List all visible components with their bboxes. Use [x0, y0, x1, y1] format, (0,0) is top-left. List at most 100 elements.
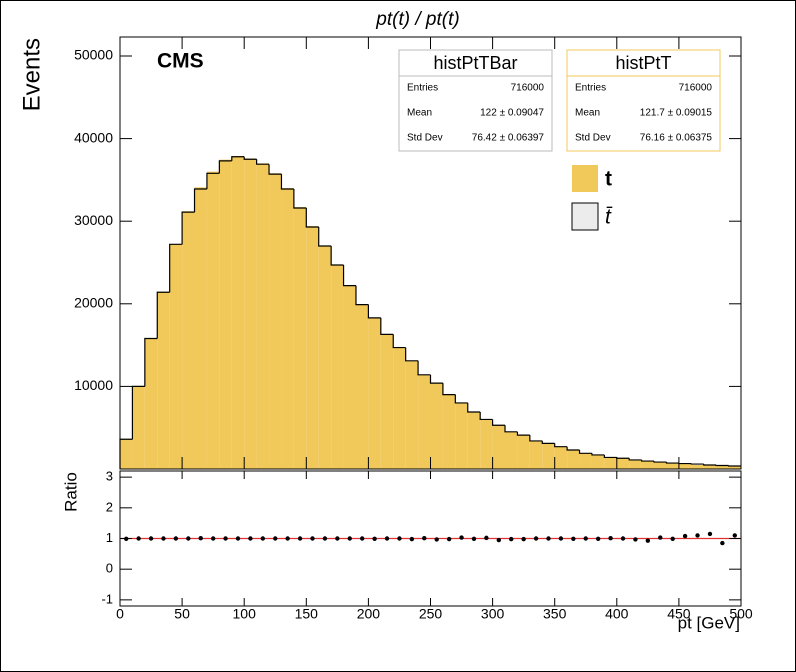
bar [144, 338, 158, 469]
bar [616, 458, 630, 469]
ratio-point [459, 535, 464, 540]
step [280, 174, 294, 190]
ratio-point [372, 536, 377, 542]
chart-title: pt(t) / pt(t) [375, 9, 459, 30]
stats-value: 716000 [679, 83, 713, 94]
bar [442, 394, 456, 469]
bar [418, 374, 431, 469]
step [405, 347, 419, 362]
bar [206, 171, 220, 470]
ratio-point [347, 536, 352, 541]
step [131, 385, 145, 440]
stats-title: histPtTBar [433, 53, 517, 73]
ratio-point [322, 536, 328, 541]
step [641, 459, 655, 462]
bar [604, 457, 617, 469]
step [181, 211, 195, 245]
step [355, 285, 369, 306]
ratio-point [645, 538, 651, 543]
bar [355, 304, 369, 469]
step [566, 446, 580, 451]
bar [293, 207, 307, 469]
step [243, 156, 257, 160]
stats-label: Std Dev [407, 133, 443, 144]
stats-label: Entries [575, 83, 606, 94]
ratio-point [446, 536, 452, 542]
step [268, 164, 282, 175]
stats-label: Entries [407, 83, 438, 94]
bar [567, 450, 580, 469]
bar [641, 461, 655, 469]
bar [269, 173, 282, 469]
ratio-point [695, 533, 700, 538]
bar [182, 211, 195, 469]
ratio-point [471, 536, 477, 542]
step [318, 226, 332, 247]
bar [654, 461, 667, 469]
y-tick-label: 2 [106, 499, 113, 514]
ratio-point [409, 536, 415, 542]
step [492, 419, 506, 426]
step [541, 440, 555, 444]
bar [306, 226, 319, 469]
x-tick-label: 500 [729, 606, 753, 622]
step [305, 207, 319, 228]
ratio-point [198, 535, 203, 541]
step [330, 245, 344, 266]
stats-box [398, 49, 553, 152]
step [231, 156, 245, 161]
ratio-point [210, 536, 216, 541]
step [591, 453, 605, 456]
bar [281, 188, 294, 470]
ratio-point [186, 536, 191, 541]
x-tick-label: 0 [116, 606, 124, 622]
ratio-point [148, 536, 154, 541]
x-tick-label: 50 [174, 606, 190, 622]
bar [169, 243, 183, 469]
x-tick-label: 350 [543, 606, 567, 622]
x-axis-label: pt [GeV] [678, 613, 740, 632]
bar [393, 347, 406, 469]
ratio-point [273, 536, 278, 541]
step [554, 443, 568, 448]
step [293, 188, 307, 209]
stats-value: 76.42 ± 0.06397 [472, 133, 545, 144]
step [367, 304, 381, 319]
x-tick-label: 400 [605, 606, 629, 622]
stats-value: 121.7 ± 0.09015 [640, 108, 713, 119]
bar [219, 159, 232, 470]
step [218, 160, 232, 174]
x-tick-label: 250 [419, 606, 443, 622]
step [628, 458, 642, 461]
step [479, 412, 493, 421]
ratio-point [509, 536, 514, 542]
bar [368, 317, 381, 469]
stats-value: 76.16 ± 0.06375 [640, 133, 713, 144]
stats-label: Mean [407, 108, 432, 119]
bar [591, 454, 605, 469]
ratio-point [558, 536, 564, 541]
legend-swatch [571, 202, 599, 231]
ratio-point [484, 535, 489, 541]
bar [691, 465, 704, 469]
step [529, 435, 543, 442]
y-tick-label: -1 [101, 591, 113, 606]
step [703, 464, 717, 466]
bar [703, 465, 717, 469]
y-tick-label: 1 [106, 530, 113, 545]
ratio-point [235, 536, 241, 541]
bar [120, 439, 133, 469]
ratio-axis-label: Ratio [61, 472, 80, 512]
step [193, 188, 207, 213]
ratio-point [496, 537, 502, 543]
step [653, 461, 667, 463]
ratio-point [658, 535, 663, 540]
bar [194, 187, 207, 469]
step [665, 462, 679, 464]
step [504, 425, 518, 433]
stats-box [566, 49, 721, 152]
legend-label: t̄ [605, 206, 613, 229]
ratio-point [335, 536, 340, 541]
step [417, 360, 431, 376]
